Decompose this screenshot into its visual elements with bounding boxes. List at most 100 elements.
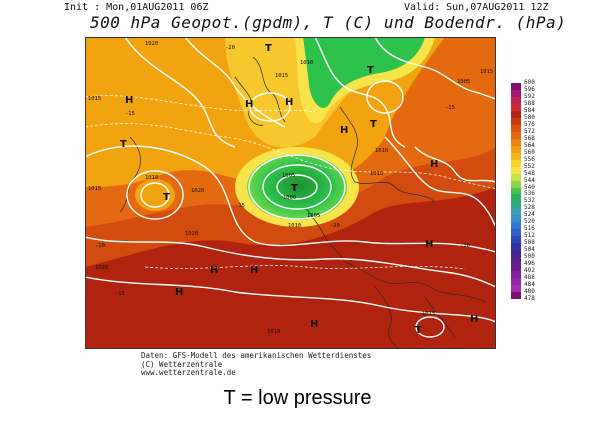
temp-label: -15	[445, 105, 455, 111]
isobar-ring-1	[276, 174, 318, 200]
low-north-3: T	[370, 119, 377, 130]
isobar-high-north	[249, 92, 291, 122]
colorbar-segment	[511, 278, 521, 286]
colorbar-segment	[511, 236, 521, 244]
europe-coast	[344, 261, 486, 303]
colorbar-segment	[511, 124, 521, 133]
high-south-2: H	[210, 265, 218, 276]
weather-map-canvas: T T T T T T T H H H H H H H H H H H 1015…	[85, 37, 496, 349]
map-title: 500 hPa Geopot.(gpdm), T (C) und Bodendr…	[90, 13, 567, 32]
colorbar-segment	[511, 103, 521, 112]
north-trough	[303, 37, 425, 108]
iberia-coast	[374, 286, 401, 349]
credits-line-3: www.wetterzentrale.de	[141, 368, 236, 377]
isobar-labels: 1015 1015 1020 1010 1020 1005 1000 1005 …	[88, 41, 493, 335]
isobar-long-1	[85, 145, 496, 253]
isobar-east-1	[384, 136, 496, 228]
isobar-label: 1005	[307, 213, 320, 219]
isobar-east-2	[414, 146, 496, 183]
colorbar-segment	[511, 145, 521, 154]
colorbar-tick-label: 496	[524, 260, 535, 268]
colorbar-tick-label: 576	[524, 120, 535, 128]
map-border	[85, 37, 496, 349]
colorbar-tick-label: 504	[524, 246, 535, 254]
colorbar-segment	[511, 159, 521, 168]
isobar-north-low	[366, 80, 404, 114]
high-north-2: H	[285, 97, 293, 108]
isobar-west-2	[126, 170, 184, 220]
temp-label: -15	[125, 111, 135, 117]
colorbar-segment	[511, 89, 521, 98]
isobar-label: 1020	[191, 188, 204, 194]
colorbar-tick-label: 516	[524, 225, 535, 233]
colorbar-segment	[511, 96, 521, 105]
colorbar-tick-label: 480	[524, 288, 535, 296]
colorbar-tick-label: 588	[524, 99, 535, 107]
temp-label: -15	[235, 203, 245, 209]
greenland-coast	[252, 56, 286, 123]
isobar-label: 1005	[282, 173, 295, 179]
colorbar-tick-label: 488	[524, 274, 535, 282]
high-south-4: H	[310, 319, 318, 330]
high-norway: H	[340, 125, 348, 136]
isobar-label: 1020	[185, 231, 198, 237]
credits: Daten: GFS-Modell des amerikanischen Wet…	[141, 351, 372, 378]
isotherm-1	[85, 123, 496, 190]
isobar-label: 1010	[267, 329, 280, 335]
isobar-label: 1000	[283, 195, 296, 201]
isobar-label: 1010	[375, 148, 388, 154]
valid-time: Valid: Sun,07AUG2011 12Z	[404, 2, 549, 13]
colorbar-segment	[511, 243, 521, 251]
isobar-label: 1015	[480, 69, 493, 75]
isotherm-3	[144, 265, 466, 270]
colorbar-segment	[511, 117, 521, 126]
low-south: T	[415, 325, 422, 336]
colorbar	[511, 83, 521, 300]
colorbar-segment	[511, 194, 521, 202]
high-east-1: H	[430, 159, 438, 170]
colorbar-tick-label: 568	[524, 134, 535, 142]
temp-label: -20	[330, 223, 340, 229]
colorbar-tick-label: 596	[524, 85, 535, 93]
colorbar-segment	[511, 187, 521, 195]
isobar-long-3	[85, 276, 496, 323]
uk-coast	[304, 206, 346, 263]
credits-line-1: Daten: GFS-Modell des amerikanischen Wet…	[141, 351, 372, 360]
colorbar-tick-label: 484	[524, 281, 535, 289]
high-north-1: H	[245, 99, 253, 110]
colorbar-segment	[511, 152, 521, 161]
isobar-label: 1015	[88, 96, 101, 102]
colorbar-tick-label: 520	[524, 218, 535, 226]
isobar-label: 1015	[88, 186, 101, 192]
colorbar-tick-label: 540	[524, 183, 535, 191]
colorbar-segment	[511, 83, 521, 91]
colorbar-tick-label: 556	[524, 155, 535, 163]
coastlines	[119, 56, 486, 349]
colorbar-segment	[511, 292, 521, 300]
isobar-north-2	[184, 37, 286, 128]
colorbar-segment	[511, 131, 521, 140]
colorbar-tick-label: 584	[524, 106, 535, 114]
colorbar-tick-label: 536	[524, 190, 535, 198]
high-south-3: H	[250, 265, 258, 276]
isobar-label: 1020	[95, 265, 108, 271]
colorbar-tick-label: 580	[524, 113, 535, 121]
colorbar-segment	[511, 271, 521, 279]
low-pressure-area	[247, 154, 347, 220]
colorbar-tick-label: 512	[524, 232, 535, 240]
colorbar-tick-label: 508	[524, 239, 535, 247]
colorbar-segment	[511, 222, 521, 230]
isotherms	[85, 95, 496, 270]
high-south-5: H	[470, 314, 478, 325]
colorbar-tick-label: 548	[524, 169, 535, 177]
isobar-label: 1005	[457, 79, 470, 85]
isobar-label: 1015	[422, 311, 435, 317]
colorbar-tick-label: 544	[524, 176, 535, 184]
credits-line-2: (C) Wetterzentrale	[141, 359, 223, 369]
isobar-north-4	[374, 37, 496, 100]
colorbar-tick-label: 600	[524, 79, 535, 86]
high-east-2: H	[425, 239, 433, 250]
isobar-label: 1015	[275, 73, 288, 79]
isobar-label: 1020	[145, 41, 158, 47]
colorbar-segment	[511, 166, 521, 175]
